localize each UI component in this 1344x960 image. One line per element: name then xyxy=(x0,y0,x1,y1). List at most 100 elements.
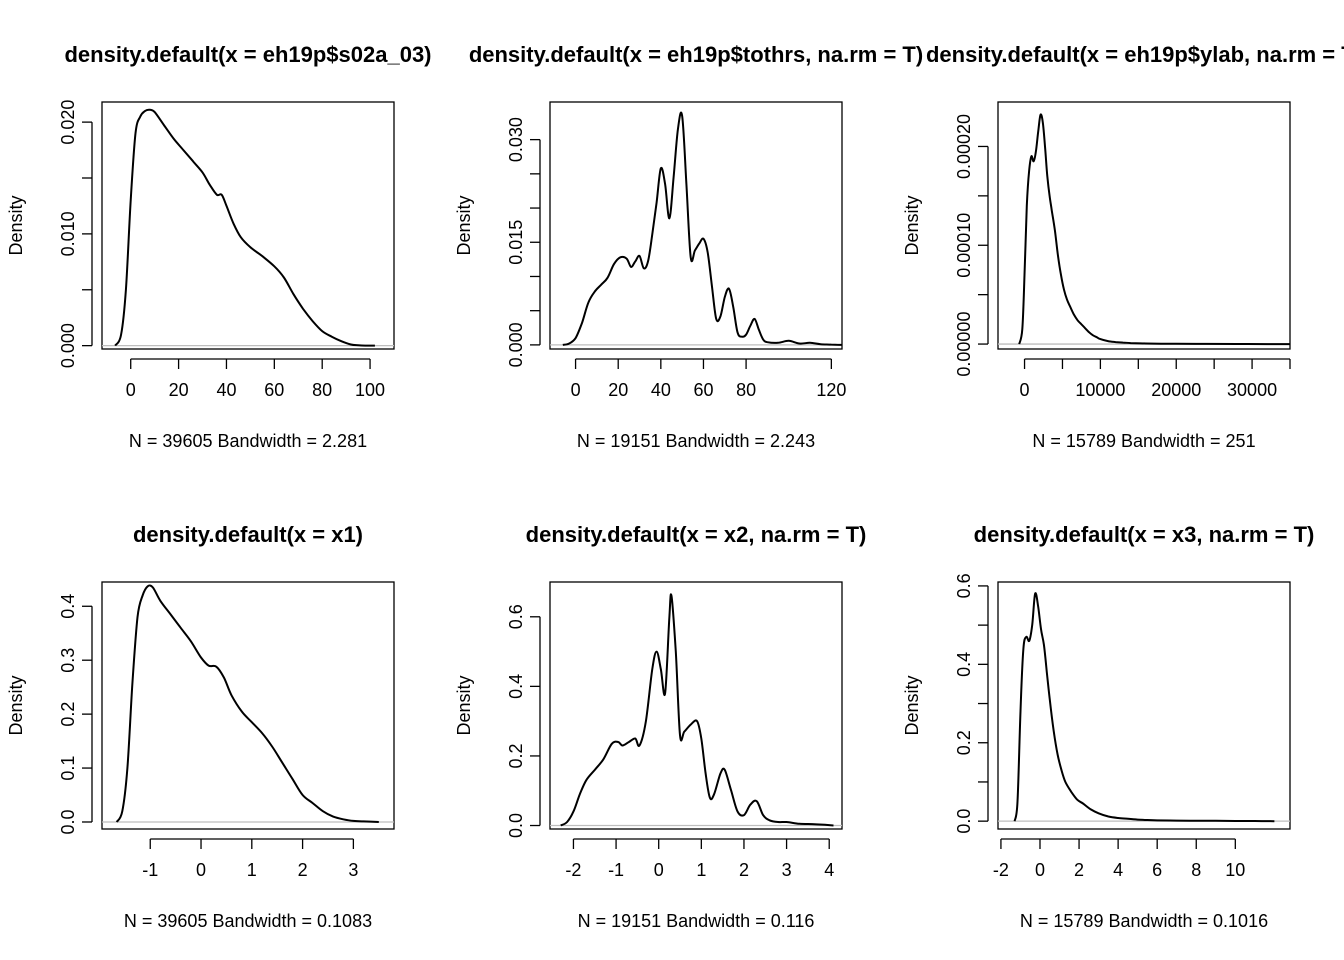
x-tick-label: 60 xyxy=(693,380,713,400)
panel-title: density.default(x = x2, na.rm = T) xyxy=(526,522,867,547)
x-tick-label: 4 xyxy=(824,860,834,880)
x-axis-label: N = 39605 Bandwidth = 2.281 xyxy=(129,431,367,451)
x-tick-label: 60 xyxy=(264,380,284,400)
density-panel-5: density.default(x = x2, na.rm = T) -2 -1 0 1… xyxy=(454,522,866,931)
y-axis: 0.0 0.2 0.4 0.6 xyxy=(954,573,989,834)
x-tick-label: 6 xyxy=(1152,860,1162,880)
panel-title: density.default(x = eh19p$s02a_03) xyxy=(64,42,431,67)
density-curve xyxy=(562,111,843,346)
plot-frame xyxy=(549,101,843,350)
density-panel-3: density.default(x = eh19p$ylab, na.rm = … xyxy=(902,42,1344,451)
x-tick-label: 20000 xyxy=(1151,380,1201,400)
x-tick-label: 0 xyxy=(126,380,136,400)
x-axis: -2 -1 0 1 2 3 4 xyxy=(565,838,834,880)
plot-frame xyxy=(549,581,843,830)
x-axis: -2 0 2 4 6 8 10 xyxy=(993,838,1245,880)
density-panel-1: density.default(x = eh19p$s02a_03) 0 20 40 6… xyxy=(6,42,432,451)
plot-frame xyxy=(997,581,1291,830)
x-tick-label: 40 xyxy=(216,380,236,400)
x-tick-label: 40 xyxy=(651,380,671,400)
y-axis-label: Density xyxy=(6,675,26,735)
density-curve xyxy=(1013,592,1275,823)
x-tick-label: 10000 xyxy=(1075,380,1125,400)
x-tick-label: 100 xyxy=(355,380,385,400)
x-tick-label: 1 xyxy=(247,860,257,880)
x-tick-label: 80 xyxy=(736,380,756,400)
x-tick-label: -2 xyxy=(993,860,1009,880)
y-tick-label: 0.6 xyxy=(954,573,974,598)
x-tick-label: 0 xyxy=(571,380,581,400)
y-tick-label: 0.015 xyxy=(506,220,526,265)
y-tick-label: 0.010 xyxy=(58,211,78,256)
y-tick-label: 0.030 xyxy=(506,117,526,162)
plot-frame xyxy=(101,101,395,350)
panel-title: density.default(x = x3, na.rm = T) xyxy=(974,522,1315,547)
y-tick-label: 0.0 xyxy=(58,809,78,834)
x-axis-label: N = 15789 Bandwidth = 251 xyxy=(1032,431,1255,451)
y-tick-label: 0.3 xyxy=(58,648,78,673)
x-axis-label: N = 15789 Bandwidth = 0.1016 xyxy=(1020,911,1268,931)
y-tick-label: 0.000 xyxy=(58,323,78,368)
y-tick-label: 0.00000 xyxy=(954,312,974,377)
x-tick-label: 20 xyxy=(169,380,189,400)
x-tick-label: 120 xyxy=(816,380,846,400)
x-axis-label: N = 39605 Bandwidth = 0.1083 xyxy=(124,911,372,931)
x-tick-label: 20 xyxy=(608,380,628,400)
panel-title: density.default(x = x1) xyxy=(133,522,363,547)
x-axis: 0 10000 20000 30000 xyxy=(1020,358,1291,400)
y-axis: 0.000 0.010 0.020 xyxy=(58,100,93,368)
density-panel-4: density.default(x = x1)-1 0 1 2 30.00.10.20.… xyxy=(6,522,395,931)
x-tick-label: 0 xyxy=(1035,860,1045,880)
x-tick-label: 80 xyxy=(312,380,332,400)
y-axis-label: Density xyxy=(902,675,922,735)
y-tick-label: 0.1 xyxy=(58,756,78,781)
density-curve xyxy=(560,593,834,827)
x-tick-label: 4 xyxy=(1113,860,1123,880)
density-panel-6: density.default(x = x3, na.rm = T) -2 0 2 4 6… xyxy=(902,522,1314,931)
x-axis-label: N = 19151 Bandwidth = 2.243 xyxy=(577,431,815,451)
panel-title: density.default(x = eh19p$ylab, na.rm = … xyxy=(926,42,1344,67)
y-tick-label: 0.2 xyxy=(58,702,78,727)
x-tick-label: 0 xyxy=(654,860,664,880)
x-axis-label: N = 19151 Bandwidth = 0.116 xyxy=(578,911,815,931)
density-panel-2: density.default(x = eh19p$tothrs, na.rm … xyxy=(454,42,923,451)
x-tick-label: 1 xyxy=(696,860,706,880)
plot-frame xyxy=(997,101,1291,350)
y-tick-label: 0.000 xyxy=(506,322,526,367)
y-tick-label: 0.00010 xyxy=(954,213,974,278)
y-axis: 0.0 0.2 0.4 0.6 xyxy=(506,604,541,838)
x-tick-label: 2 xyxy=(1074,860,1084,880)
y-axis-label: Density xyxy=(454,675,474,735)
y-tick-label: 0.2 xyxy=(954,730,974,755)
y-tick-label: 0.2 xyxy=(506,743,526,768)
x-tick-label: -1 xyxy=(142,860,158,880)
y-axis: 0.000 0.015 0.030 xyxy=(506,117,541,367)
y-tick-label: 0.0 xyxy=(506,813,526,838)
density-curve xyxy=(115,584,379,823)
density-curve xyxy=(114,108,375,347)
x-tick-label: 0 xyxy=(1020,380,1030,400)
x-tick-label: 3 xyxy=(782,860,792,880)
density-curve xyxy=(1018,113,1290,346)
x-tick-label: -1 xyxy=(608,860,624,880)
y-tick-label: 0.020 xyxy=(58,100,78,145)
x-axis: 0 20 40 60 80 100 xyxy=(126,358,385,400)
y-tick-label: 0.4 xyxy=(58,594,78,619)
y-tick-label: 0.6 xyxy=(506,604,526,629)
y-tick-label: 0.00020 xyxy=(954,114,974,179)
y-axis-label: Density xyxy=(454,195,474,255)
x-tick-label: 0 xyxy=(196,860,206,880)
x-tick-label: -2 xyxy=(565,860,581,880)
y-tick-label: 0.0 xyxy=(954,809,974,834)
y-axis-label: Density xyxy=(6,195,26,255)
panel-title: density.default(x = eh19p$tothrs, na.rm … xyxy=(469,42,923,67)
y-axis-label: Density xyxy=(902,195,922,255)
y-axis: 0.0 0.1 0.2 0.3 0.4 xyxy=(58,594,93,835)
x-tick-label: 3 xyxy=(348,860,358,880)
plot-frame xyxy=(101,581,395,830)
x-axis: 0 20 40 60 80 120 xyxy=(571,358,846,400)
y-tick-label: 0.4 xyxy=(954,652,974,677)
x-tick-label: 2 xyxy=(298,860,308,880)
y-axis: 0.00000 0.00010 0.00020 xyxy=(954,114,989,377)
